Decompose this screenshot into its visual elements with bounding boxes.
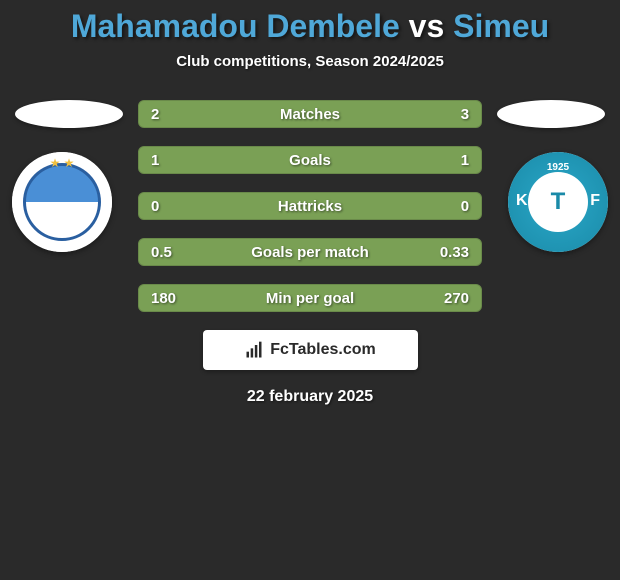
stat-label: Goals xyxy=(139,152,481,169)
stat-bar: 0 Hattricks 0 xyxy=(138,192,482,220)
stat-label: Goals per match xyxy=(139,244,481,261)
card-date: 22 february 2025 xyxy=(0,388,620,406)
stat-label: Min per goal xyxy=(139,290,481,307)
stat-label: Hattricks xyxy=(139,198,481,215)
player1-oval xyxy=(15,100,123,128)
stat-bar: 1 Goals 1 xyxy=(138,146,482,174)
page-title: Mahamadou Dembele vs Simeu xyxy=(0,0,620,45)
player2-oval xyxy=(497,100,605,128)
branding-text: FcTables.com xyxy=(270,341,376,359)
stat-bar: 2 Matches 3 xyxy=(138,100,482,128)
club-stars-icon: ★ ★ xyxy=(12,156,112,170)
club-letter-f: F xyxy=(590,192,600,210)
stat-row: 2 Matches 3 xyxy=(0,100,620,128)
stat-right-value: 0.33 xyxy=(440,244,469,261)
stat-label: Matches xyxy=(139,106,481,123)
club-letter-k: K xyxy=(516,192,528,210)
player2-club-badge: 1925 K F T xyxy=(508,152,608,252)
comparison-card: Mahamadou Dembele vs Simeu Club competit… xyxy=(0,0,620,580)
stat-row: 180 Min per goal 270 xyxy=(0,284,620,312)
stat-right-value: 270 xyxy=(444,290,469,307)
club-circle: ★ ★ xyxy=(12,152,112,252)
stat-right-value: 0 xyxy=(461,198,469,215)
club-badge-inner xyxy=(23,163,101,241)
club-year: 1925 xyxy=(508,162,608,173)
stat-right-value: 1 xyxy=(461,152,469,169)
club-circle: 1925 K F T xyxy=(508,152,608,252)
club-badge-inner: T xyxy=(528,172,588,232)
chart-icon xyxy=(244,340,264,360)
branding-badge: FcTables.com xyxy=(203,330,418,370)
player1-club-badge: ★ ★ xyxy=(12,152,112,252)
stats-block: 2 Matches 3 1 Goals 1 0 Hattricks 0 xyxy=(0,100,620,312)
subtitle: Club competitions, Season 2024/2025 xyxy=(0,53,620,70)
vs-text: vs xyxy=(409,8,445,44)
stat-right-value: 3 xyxy=(461,106,469,123)
stat-bar: 0.5 Goals per match 0.33 xyxy=(138,238,482,266)
club-badge-outer: 1925 K F T xyxy=(508,152,608,252)
stat-bar: 180 Min per goal 270 xyxy=(138,284,482,312)
player2-name: Simeu xyxy=(453,8,549,44)
player1-name: Mahamadou Dembele xyxy=(71,8,400,44)
